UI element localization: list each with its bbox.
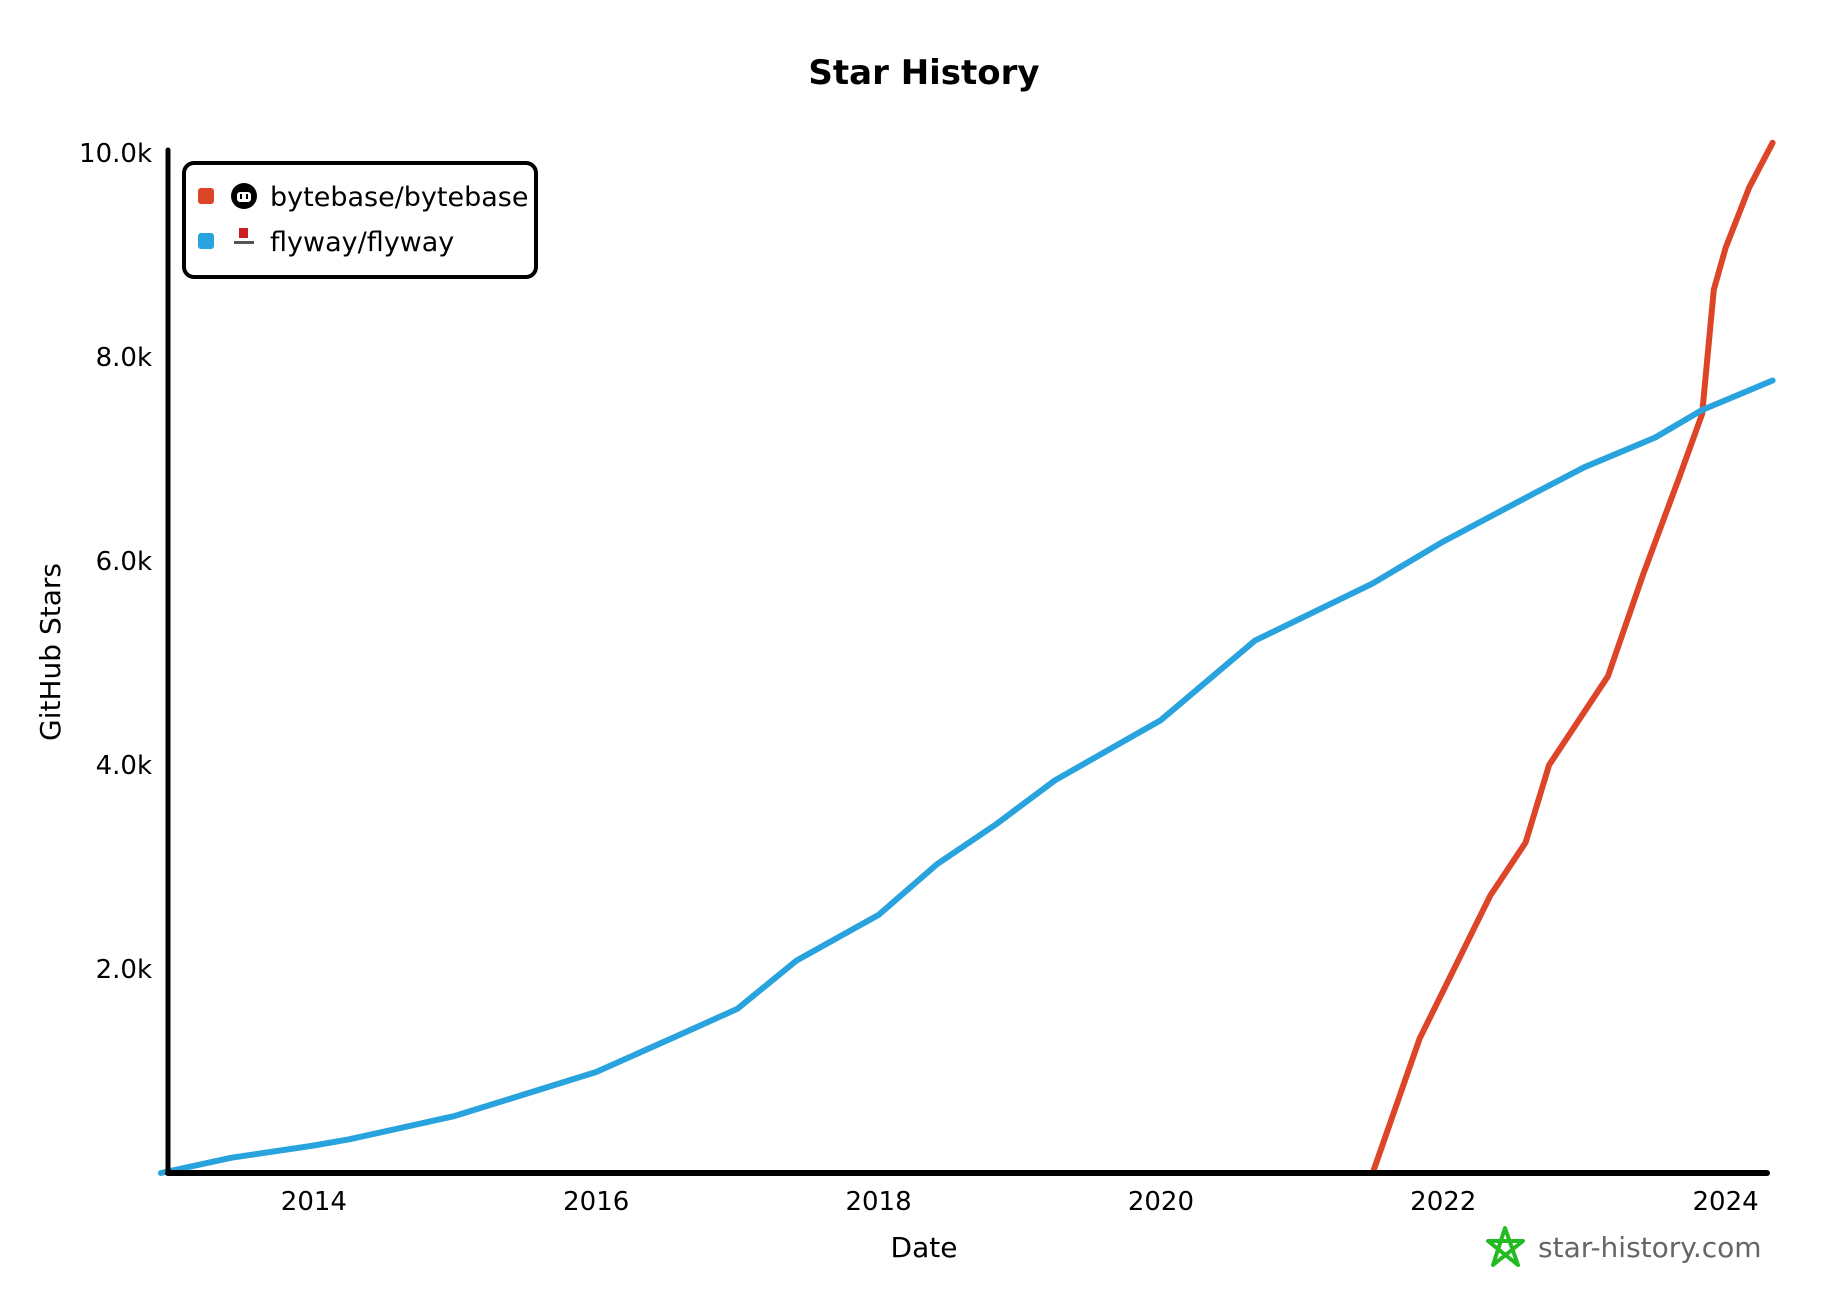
watermark-text: star-history.com: [1538, 1231, 1762, 1264]
y-axis-label: GitHub Stars: [34, 563, 67, 741]
y-tick-label: 8.0k: [96, 343, 152, 373]
x-tick-label: 2022: [1410, 1187, 1476, 1217]
legend: bytebase/bytebase flyway/flyway: [182, 161, 538, 279]
series-line-flyway: [157, 377, 1776, 1176]
series-layer: [157, 139, 1776, 1176]
x-tick-label: 2018: [845, 1187, 911, 1217]
star-history-logo-icon: [1486, 1226, 1525, 1267]
x-axis-label: Date: [891, 1231, 958, 1264]
legend-item-flyway[interactable]: flyway/flyway: [198, 227, 454, 258]
y-tick-label: 10.0k: [79, 139, 152, 169]
flyway-logo-icon: [234, 228, 254, 244]
x-tick-labels: 2014 2016 2018 2020 2022 2024: [281, 1187, 1759, 1217]
legend-swatch-flyway: [198, 233, 214, 249]
legend-item-bytebase[interactable]: bytebase/bytebase: [198, 182, 528, 213]
legend-label-bytebase: bytebase/bytebase: [270, 182, 528, 213]
legend-label-flyway: flyway/flyway: [270, 227, 454, 258]
series-line-bytebase: [1369, 139, 1776, 1176]
x-tick-label: 2024: [1693, 1187, 1759, 1217]
legend-swatch-bytebase: [198, 188, 214, 204]
github-icon: [231, 183, 257, 209]
y-tick-label: 4.0k: [96, 751, 152, 781]
y-tick-label: 2.0k: [96, 955, 152, 985]
y-tick-labels: 2.0k 4.0k 6.0k 8.0k 10.0k: [79, 139, 152, 985]
x-tick-label: 2020: [1128, 1187, 1194, 1217]
y-tick-label: 6.0k: [96, 547, 152, 577]
legend-box: [182, 161, 538, 279]
chart-title: Star History: [808, 53, 1039, 93]
x-tick-label: 2016: [563, 1187, 629, 1217]
watermark[interactable]: star-history.com: [1486, 1226, 1762, 1267]
x-tick-label: 2014: [281, 1187, 347, 1217]
